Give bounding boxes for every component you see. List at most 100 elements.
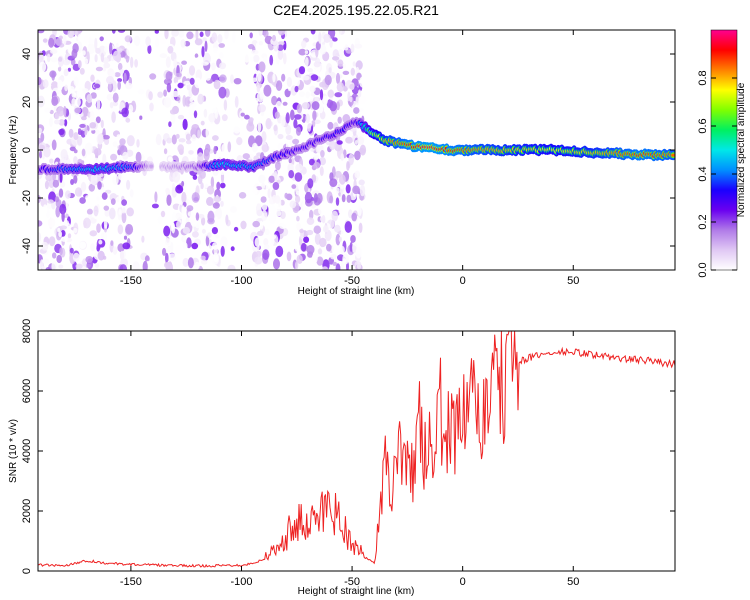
noise-speck [219, 62, 227, 70]
noise-speck [204, 72, 212, 81]
noise-speck [261, 182, 266, 189]
noise-speck [335, 233, 341, 246]
noise-speck [247, 206, 255, 215]
noise-speck [280, 115, 286, 127]
noise-speck [268, 175, 275, 183]
noise-speck [313, 225, 322, 234]
noise-speck [265, 118, 272, 130]
noise-speck [135, 151, 142, 163]
noise-speck [225, 214, 229, 225]
noise-speck [286, 251, 292, 262]
noise-speck [236, 137, 243, 146]
noise-speck [332, 261, 338, 266]
noise-speck [41, 241, 49, 251]
noise-speck [295, 78, 300, 87]
noise-speck [112, 141, 118, 148]
noise-speck [42, 204, 48, 215]
noise-speck [52, 252, 57, 259]
noise-speck [93, 205, 99, 217]
noise-speck [101, 192, 108, 200]
noise-speck [163, 89, 168, 97]
noise-speck [331, 210, 339, 222]
noise-speck [121, 211, 127, 224]
noise-speck [275, 80, 283, 91]
noise-speck [187, 211, 194, 217]
noise-speck [355, 246, 362, 259]
noise-speck [103, 62, 111, 69]
noise-speck [207, 232, 212, 238]
noise-speck [96, 133, 104, 145]
noise-speck [168, 121, 172, 128]
noise-speck [109, 102, 114, 109]
colorbar-tick-label: 0.0 [697, 262, 709, 277]
noise-speck [272, 73, 276, 83]
noise-speck [338, 38, 346, 49]
y-tick-label: 40 [21, 48, 33, 60]
noise-speck [268, 149, 272, 154]
noise-speck [95, 116, 101, 124]
noise-speck [169, 112, 176, 125]
noise-speck [274, 195, 281, 204]
noise-speck [353, 107, 360, 114]
noise-speck [121, 199, 127, 206]
noise-speck [134, 59, 139, 68]
noise-speck [181, 191, 187, 204]
noise-speck [249, 117, 254, 122]
noise-speck [63, 105, 67, 117]
noise-speck [122, 151, 129, 160]
noise-speck [335, 187, 340, 194]
noise-speck [331, 244, 338, 254]
noise-speck [313, 161, 321, 169]
noise-speck [178, 30, 185, 38]
noise-speck [160, 210, 166, 218]
noise-speck [304, 191, 313, 204]
noise-speck [117, 81, 121, 90]
x-tick-label: -50 [344, 576, 360, 588]
noise-speck [342, 70, 350, 75]
noise-speck [272, 34, 276, 42]
noise-speck [358, 95, 367, 105]
noise-speck [144, 255, 150, 263]
noise-speck [192, 174, 198, 180]
noise-speck [197, 213, 205, 219]
noise-speck [175, 184, 184, 194]
noise-speck [335, 263, 341, 270]
noise-speck [63, 68, 69, 77]
noise-speck [230, 246, 235, 252]
noise-speck [311, 101, 320, 111]
noise-speck [116, 134, 122, 140]
noise-speck [301, 242, 307, 252]
noise-speck [258, 104, 266, 113]
noise-speck [167, 156, 173, 162]
noise-speck [89, 230, 98, 237]
noise-speck [335, 197, 340, 206]
noise-speck [301, 40, 307, 49]
noise-speck [246, 122, 255, 132]
colorbar-label: Normalized spectral amplitude [736, 82, 747, 217]
noise-speck [110, 198, 116, 206]
bottom-x-axis-label: Height of straight line (km) [298, 586, 415, 597]
noise-speck [74, 107, 82, 114]
noise-speck [328, 67, 332, 74]
colorbar-tick-label: 0.4 [697, 166, 709, 181]
noise-speck [166, 194, 172, 206]
noise-speck [187, 257, 194, 269]
top-y-axis: -40 -20 0 20 40 [21, 48, 675, 254]
ridge-core [149, 164, 154, 168]
noise-speck [139, 115, 143, 120]
noise-speck [273, 124, 278, 132]
noise-speck [58, 264, 64, 269]
noise-speck [119, 250, 125, 261]
noise-speck [281, 73, 286, 82]
noise-speck [212, 47, 218, 53]
noise-speck [319, 81, 326, 88]
noise-speck [274, 111, 280, 119]
noise-speck [309, 85, 316, 93]
noise-speck [253, 54, 260, 63]
noise-speck [211, 32, 218, 43]
noise-speck [263, 84, 272, 97]
noise-speck [176, 220, 181, 229]
noise-speck [128, 104, 134, 113]
noise-speck [110, 240, 114, 247]
noise-speck [49, 109, 54, 115]
